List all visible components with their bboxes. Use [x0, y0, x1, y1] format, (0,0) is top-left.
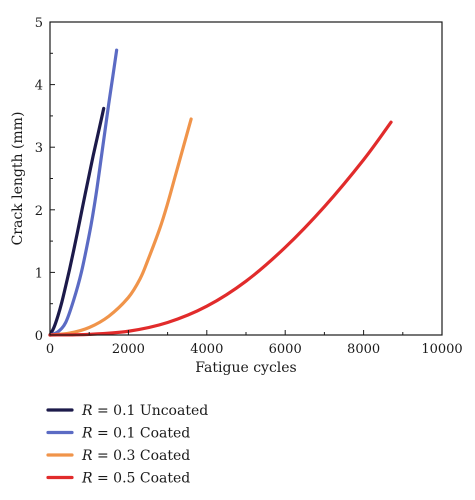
- axes: 0 2000 4000 6000 8000 10000 0 1 2 3 4 5 Fatigue cy…: [10, 16, 463, 376]
- y-tick-label: 5: [35, 16, 43, 31]
- series-line-2: [48, 48, 119, 337]
- x-tick-label: 10000: [421, 342, 462, 357]
- x-tick-label: 8000: [347, 342, 380, 357]
- y-tick-label: 0: [35, 329, 43, 344]
- y-tick-label: 4: [35, 79, 43, 94]
- legend-rest: = 0.1 Uncoated: [93, 403, 209, 419]
- legend-item: R = 0.1 Coated: [46, 426, 190, 442]
- legend-item: R = 0.5 Coated: [46, 471, 190, 487]
- y-axis-ticks: 0 1 2 3 4 5: [35, 16, 55, 344]
- plot-area: [48, 48, 393, 337]
- legend-label: R = 0.5 Coated: [81, 471, 190, 487]
- legend-label: R = 0.1 Coated: [81, 426, 190, 442]
- x-tick-label: 0: [46, 342, 54, 357]
- legend-symbol: R: [81, 426, 93, 442]
- legend-symbol: R: [81, 403, 93, 419]
- legend-label: R = 0.3 Coated: [81, 448, 190, 464]
- legend-label: R = 0.1 Uncoated: [81, 403, 208, 419]
- series-lines: [48, 48, 393, 337]
- series-line-4: [48, 120, 393, 337]
- legend-symbol: R: [81, 448, 93, 464]
- legend-item: R = 0.1 Uncoated: [46, 403, 208, 419]
- x-tick-label: 6000: [269, 342, 302, 357]
- x-axis-ticks: 0 2000 4000 6000 8000 10000: [46, 330, 463, 357]
- legend-rest: = 0.3 Coated: [93, 448, 191, 464]
- plot-frame: [49, 21, 443, 336]
- x-axis-title: Fatigue cycles: [195, 360, 296, 376]
- legend-rest: = 0.1 Coated: [93, 426, 191, 442]
- y-tick-label: 2: [35, 204, 43, 219]
- x-tick-label: 4000: [190, 342, 223, 357]
- y-tick-label: 1: [35, 266, 43, 281]
- x-tick-label: 2000: [112, 342, 145, 357]
- y-tick-label: 3: [35, 141, 43, 156]
- series-line-3: [48, 117, 193, 337]
- legend-symbol: R: [81, 471, 93, 487]
- series-line-1: [48, 106, 106, 337]
- legend-item: R = 0.3 Coated: [46, 448, 190, 464]
- legend-rest: = 0.5 Coated: [93, 471, 191, 487]
- y-axis-title: Crack length (mm): [10, 112, 26, 246]
